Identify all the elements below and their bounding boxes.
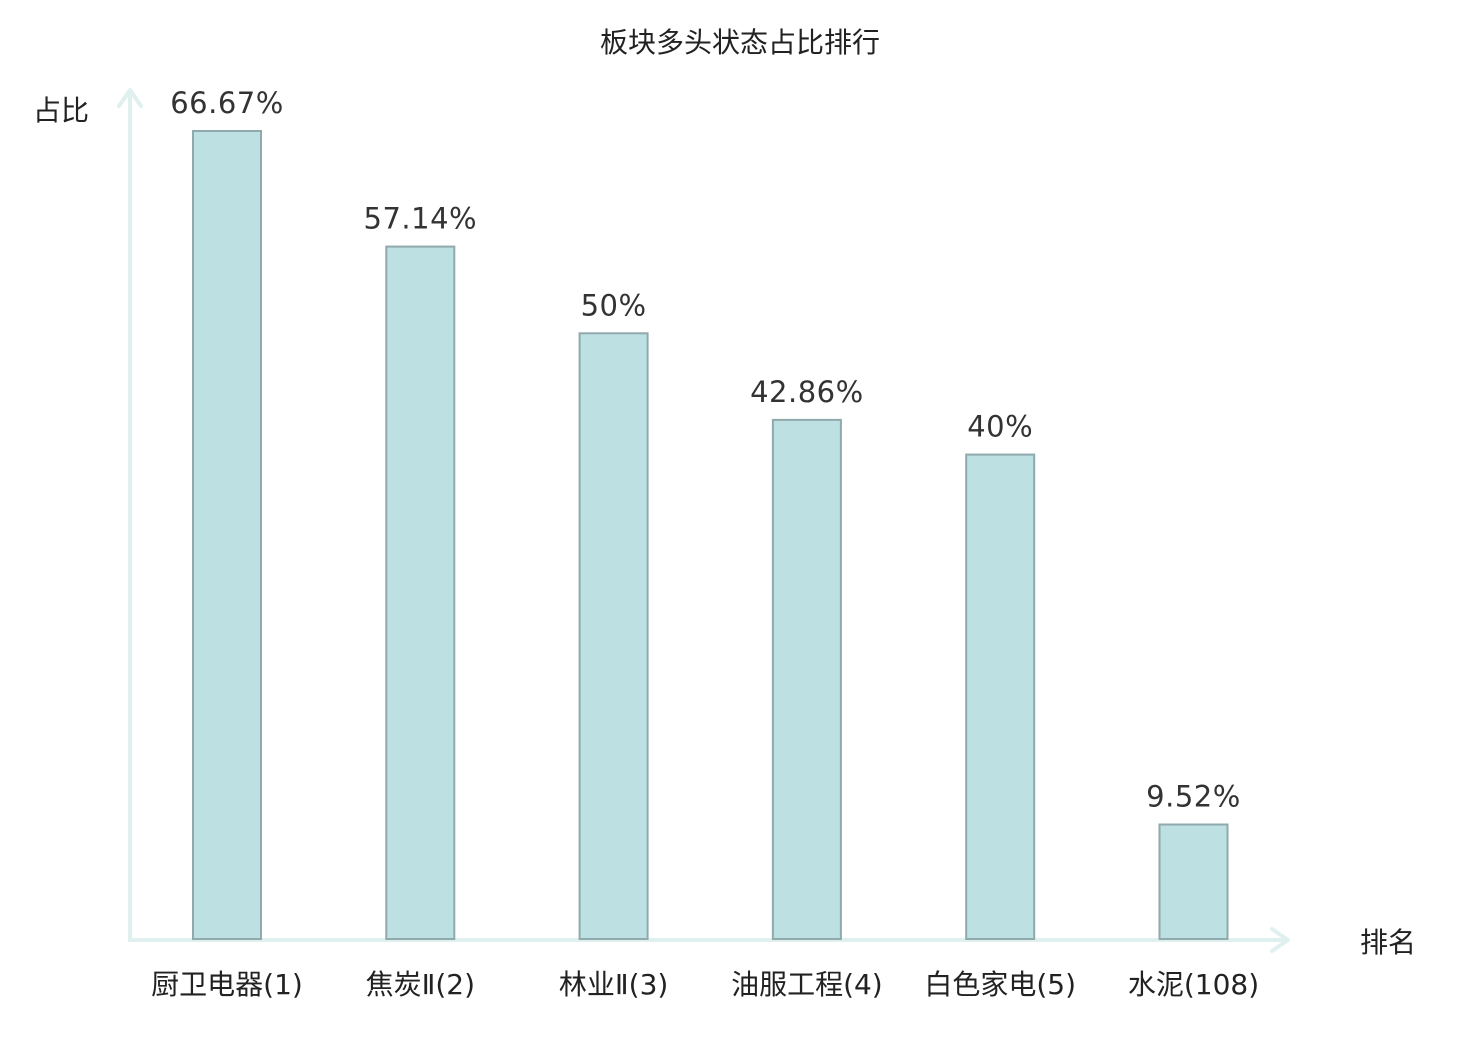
bar — [385, 245, 456, 941]
x-axis-arrow — [1270, 927, 1290, 953]
y-axis-arrow — [117, 88, 143, 108]
y-axis — [117, 88, 143, 940]
value-label: 66.67% — [170, 86, 284, 120]
value-label: 57.14% — [364, 202, 478, 236]
value-label: 50% — [581, 288, 647, 322]
category-label: 厨卫电器(1) — [151, 968, 303, 1001]
value-label: 9.52% — [1146, 780, 1241, 814]
bar — [578, 332, 649, 940]
chart-title: 板块多头状态占比排行 — [600, 26, 880, 59]
bars-group — [192, 130, 1229, 941]
value-labels-group: 66.67% 57.14% 50% 42.86% 40% 9.52% — [170, 86, 1241, 814]
x-axis-label: 排名 — [1360, 926, 1416, 959]
category-label: 焦炭Ⅱ(2) — [366, 968, 475, 1001]
x-axis — [128, 927, 1290, 953]
bar — [192, 130, 262, 940]
category-label: 油服工程(4) — [731, 968, 883, 1001]
category-label: 林业Ⅱ(3) — [559, 968, 668, 1001]
bar — [1158, 823, 1229, 940]
category-label: 白色家电(5) — [924, 968, 1076, 1001]
category-label: 水泥(108) — [1128, 968, 1259, 1001]
value-label: 40% — [967, 410, 1033, 444]
y-axis-label: 占比 — [33, 94, 89, 127]
bar — [771, 418, 842, 940]
category-labels-group: 厨卫电器(1) 焦炭Ⅱ(2) 林业Ⅱ(3) 油服工程(4) 白色家电(5) 水泥(108) — [151, 968, 1259, 1001]
bar — [965, 453, 1036, 940]
value-label: 42.86% — [750, 375, 864, 409]
